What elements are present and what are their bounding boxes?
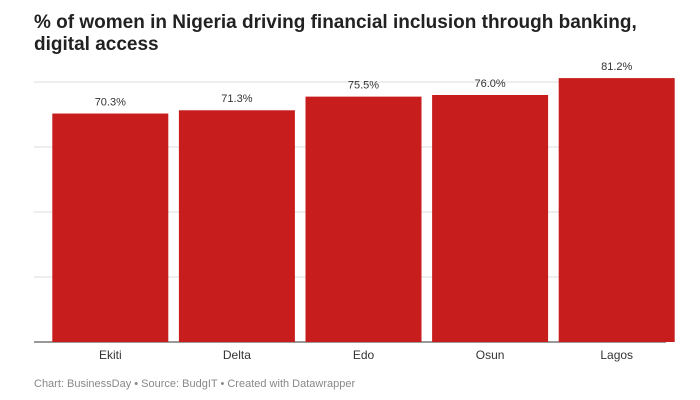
x-tick-label: Ekiti	[99, 348, 122, 362]
data-label: 70.3%	[95, 96, 126, 108]
x-tick-label: Lagos	[600, 348, 633, 362]
bar	[305, 96, 422, 342]
chart-title: % of women in Nigeria driving financial …	[34, 12, 637, 55]
x-tick-label: Delta	[223, 348, 251, 362]
data-label: 75.5%	[348, 80, 379, 92]
bar	[432, 95, 549, 342]
bar	[558, 78, 675, 342]
x-tick-label: Osun	[476, 348, 505, 362]
data-label: 81.2%	[601, 61, 632, 73]
data-label: 71.3%	[221, 93, 252, 105]
bar	[178, 110, 295, 343]
bar	[52, 113, 169, 343]
source-note: Chart: BusinessDay • Source: BudgIT • Cr…	[34, 378, 355, 390]
data-label: 76.0%	[474, 78, 505, 90]
x-tick-label: Edo	[353, 348, 375, 362]
